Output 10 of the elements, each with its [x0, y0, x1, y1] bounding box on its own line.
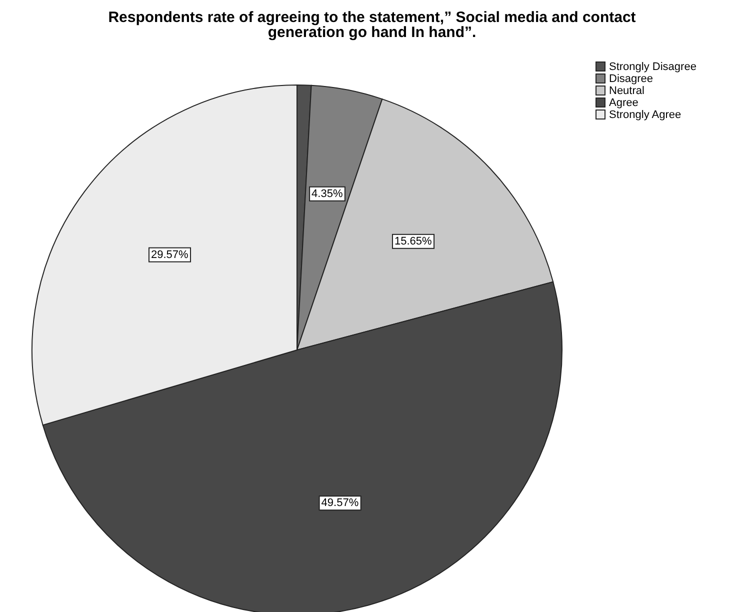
data-label: 4.35% — [312, 188, 343, 200]
data-label: 15.65% — [394, 235, 432, 248]
legend-label: Strongly Agree — [609, 109, 682, 121]
chart-title: Respondents rate of agreeing to the statement,” Social media and contact generation go hand In hand”. — [108, 9, 636, 41]
data-label: 29.57% — [150, 248, 189, 261]
data-label: 49.57% — [321, 497, 359, 510]
legend-label: Disagree — [609, 73, 654, 85]
legend-label: Neutral — [609, 85, 644, 97]
legend-label: Agree — [609, 97, 638, 109]
legend-label: Strongly Disagree — [609, 61, 696, 73]
